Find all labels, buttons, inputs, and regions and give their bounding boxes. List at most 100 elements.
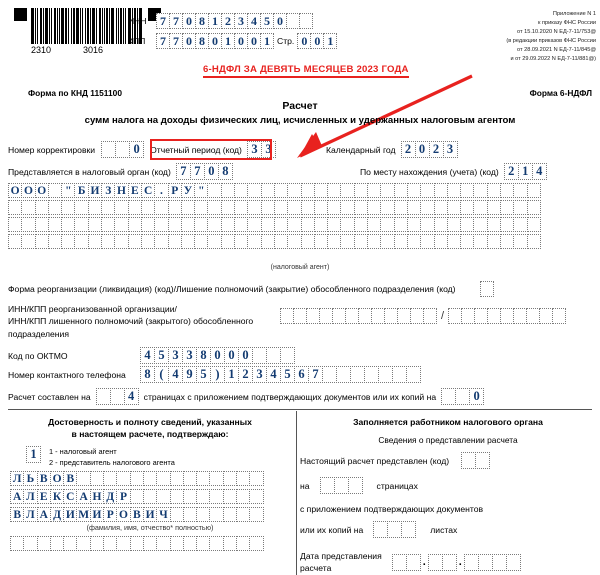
cell[interactable] [196, 536, 211, 552]
cell[interactable] [499, 217, 515, 232]
cell[interactable]: 1 [517, 163, 533, 180]
cell[interactable] [249, 489, 264, 505]
cell[interactable] [319, 477, 335, 495]
cell[interactable]: В [10, 507, 25, 523]
cell[interactable] [169, 536, 184, 552]
cell[interactable] [156, 536, 171, 552]
cell[interactable]: 7 [189, 163, 205, 180]
cell[interactable] [129, 489, 144, 505]
cell[interactable] [249, 536, 264, 552]
cell[interactable] [8, 217, 23, 232]
cell[interactable] [353, 183, 369, 198]
cell[interactable] [332, 308, 346, 324]
cell[interactable] [353, 217, 369, 232]
cell[interactable] [95, 388, 111, 405]
cell[interactable] [500, 308, 515, 324]
cell[interactable]: 8 [217, 163, 233, 180]
cell[interactable] [327, 234, 342, 249]
cell[interactable]: Е [36, 489, 51, 505]
cell[interactable] [420, 183, 435, 198]
cell[interactable] [247, 234, 262, 249]
cell[interactable]: 8 [196, 347, 211, 364]
cell[interactable]: О [49, 471, 65, 487]
cell[interactable]: 0 [238, 347, 253, 364]
cell[interactable] [87, 234, 103, 249]
cell[interactable] [327, 217, 342, 232]
cell[interactable] [526, 217, 541, 232]
cell[interactable] [491, 553, 507, 571]
cell[interactable] [182, 489, 198, 505]
cell[interactable]: 8 [195, 33, 209, 49]
cell[interactable] [433, 183, 448, 198]
cell[interactable]: 8 [140, 366, 155, 383]
cell[interactable] [340, 234, 355, 249]
cell[interactable] [180, 217, 196, 232]
cell[interactable] [286, 13, 300, 29]
cell[interactable]: А [36, 507, 51, 523]
cell[interactable]: 1 [224, 366, 239, 383]
cell[interactable] [222, 536, 238, 552]
cell[interactable] [207, 200, 222, 215]
cell[interactable] [260, 217, 275, 232]
cell[interactable]: ) [210, 366, 225, 383]
cell[interactable] [526, 200, 541, 215]
cell[interactable] [433, 234, 448, 249]
cell[interactable] [61, 217, 76, 232]
cell[interactable] [420, 217, 435, 232]
cell[interactable] [420, 234, 435, 249]
cell[interactable] [220, 234, 236, 249]
cell[interactable] [234, 234, 249, 249]
cell[interactable] [249, 507, 264, 523]
cell[interactable] [21, 217, 36, 232]
cell[interactable] [114, 217, 129, 232]
cell[interactable] [273, 200, 289, 215]
cell[interactable] [89, 471, 105, 487]
cell[interactable]: В [36, 471, 51, 487]
organization-rep-input[interactable] [10, 536, 290, 552]
cell[interactable] [499, 234, 515, 249]
cell[interactable] [220, 217, 236, 232]
cell[interactable] [247, 183, 262, 198]
cell[interactable] [180, 234, 196, 249]
cell[interactable] [194, 234, 209, 249]
cell[interactable] [393, 234, 408, 249]
cell[interactable]: И [63, 507, 78, 523]
cell[interactable] [116, 536, 131, 552]
cell[interactable] [103, 536, 118, 552]
cell[interactable]: 6 [294, 366, 309, 383]
tax-agent-name-line-3[interactable] [8, 217, 541, 232]
cell[interactable] [300, 183, 315, 198]
cell[interactable]: 1 [221, 33, 235, 49]
cell[interactable]: . [154, 183, 169, 198]
cell[interactable]: 1 [208, 13, 222, 29]
cell[interactable]: 3 [442, 141, 458, 158]
cell[interactable] [367, 200, 382, 215]
cell[interactable]: М [76, 507, 91, 523]
cell[interactable]: А [76, 489, 91, 505]
cell[interactable] [313, 217, 329, 232]
cell[interactable] [156, 489, 171, 505]
cell[interactable] [8, 200, 23, 215]
cell[interactable]: В [129, 507, 144, 523]
cell[interactable] [89, 536, 105, 552]
cell[interactable] [236, 471, 251, 487]
cell[interactable] [209, 507, 224, 523]
cell[interactable] [76, 471, 91, 487]
cell[interactable]: 0 [224, 347, 239, 364]
cell[interactable] [345, 308, 359, 324]
reorg-inn-input[interactable] [280, 308, 437, 324]
cell[interactable]: Р [167, 183, 182, 198]
cell[interactable] [300, 217, 315, 232]
cell[interactable] [140, 200, 156, 215]
cell[interactable]: 3 [182, 347, 197, 364]
cell[interactable] [236, 489, 251, 505]
cell[interactable] [513, 183, 528, 198]
cell[interactable] [207, 217, 222, 232]
cell[interactable]: Ч [156, 507, 171, 523]
cell[interactable]: 0 [310, 33, 325, 49]
cell[interactable] [234, 217, 249, 232]
cell[interactable] [287, 217, 302, 232]
cell[interactable] [392, 366, 407, 383]
